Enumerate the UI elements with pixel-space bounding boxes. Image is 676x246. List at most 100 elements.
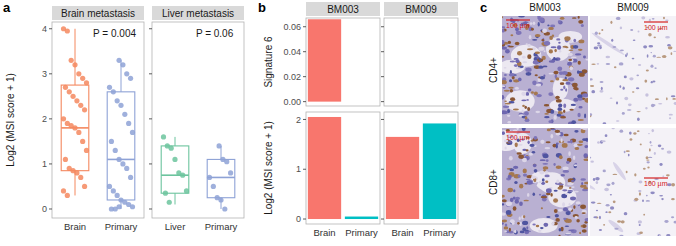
cell xyxy=(532,192,535,196)
cell xyxy=(544,175,549,178)
cell xyxy=(577,94,582,98)
cell xyxy=(652,81,655,83)
cell xyxy=(573,39,576,42)
point xyxy=(72,62,77,67)
cell xyxy=(565,233,570,235)
facet-title: Liver metastasis xyxy=(162,8,234,19)
cell xyxy=(515,42,520,46)
ihc-image xyxy=(502,128,588,236)
cell xyxy=(654,152,656,155)
x-tick-label: Primary xyxy=(345,227,378,238)
cell xyxy=(649,148,651,151)
point xyxy=(76,71,81,76)
cell xyxy=(582,138,588,141)
marks xyxy=(386,123,456,219)
cell xyxy=(505,103,511,105)
cell xyxy=(520,231,525,234)
cell xyxy=(522,128,526,131)
cell xyxy=(659,195,663,196)
cell xyxy=(578,49,583,51)
stroma xyxy=(612,161,628,181)
cell xyxy=(666,174,670,176)
cell xyxy=(502,80,507,84)
cell xyxy=(563,86,565,90)
cell xyxy=(502,29,505,33)
cell xyxy=(502,95,504,99)
cell xyxy=(516,67,521,69)
cell xyxy=(538,22,540,26)
cell xyxy=(603,169,606,172)
point xyxy=(124,71,129,76)
cell xyxy=(620,27,622,30)
cell xyxy=(641,16,645,19)
cell xyxy=(509,156,513,160)
cell xyxy=(510,220,514,224)
cell xyxy=(546,141,551,143)
cell xyxy=(502,56,504,58)
cell xyxy=(576,201,581,205)
cell xyxy=(668,46,673,49)
cell xyxy=(515,87,519,90)
cell xyxy=(644,80,647,83)
cell xyxy=(560,111,562,114)
cell xyxy=(552,222,558,226)
cell xyxy=(526,226,528,229)
cell xyxy=(646,159,649,160)
cell xyxy=(522,221,528,225)
cell xyxy=(503,111,508,114)
cell xyxy=(579,141,584,143)
cell xyxy=(545,147,551,149)
cell xyxy=(517,51,522,56)
cell xyxy=(651,104,655,107)
cell xyxy=(565,46,568,48)
facet-strip xyxy=(384,2,458,16)
point xyxy=(63,157,68,162)
cell xyxy=(599,229,602,231)
cell xyxy=(525,230,529,233)
cell xyxy=(568,53,573,56)
whisker-high xyxy=(75,29,76,85)
cell xyxy=(542,28,547,33)
cell xyxy=(659,235,661,236)
marks xyxy=(61,26,135,211)
cell xyxy=(531,91,534,93)
cell xyxy=(584,145,588,148)
cell xyxy=(581,224,587,227)
panel-label: b xyxy=(258,0,266,15)
cell xyxy=(519,222,521,226)
cell xyxy=(595,32,598,35)
whisker-high xyxy=(175,137,176,146)
cell xyxy=(518,174,521,177)
cell xyxy=(599,90,603,93)
cell xyxy=(619,129,623,132)
cell xyxy=(522,110,524,114)
cell xyxy=(564,134,569,136)
cell xyxy=(624,76,627,79)
cell xyxy=(544,171,548,173)
cell xyxy=(515,199,519,204)
lumen xyxy=(505,90,534,112)
facet-strip xyxy=(52,6,144,20)
y-tick-label: 0.00 xyxy=(283,97,301,107)
cell xyxy=(574,130,578,133)
cell xyxy=(599,32,601,34)
cell xyxy=(543,74,545,77)
cell xyxy=(510,97,515,101)
cell xyxy=(544,41,550,46)
cell xyxy=(666,97,668,100)
cell xyxy=(567,192,572,194)
cell xyxy=(532,224,535,226)
cell xyxy=(504,230,507,232)
cell xyxy=(648,133,650,134)
annotation: P = 0.06 xyxy=(196,28,234,39)
cell xyxy=(647,166,649,168)
point xyxy=(111,89,116,94)
cell xyxy=(507,115,511,117)
cell xyxy=(542,178,545,181)
cell xyxy=(542,195,547,198)
cell xyxy=(551,222,554,226)
cell xyxy=(535,51,540,53)
cell xyxy=(523,174,527,177)
cell xyxy=(558,20,563,24)
cell xyxy=(502,195,505,198)
